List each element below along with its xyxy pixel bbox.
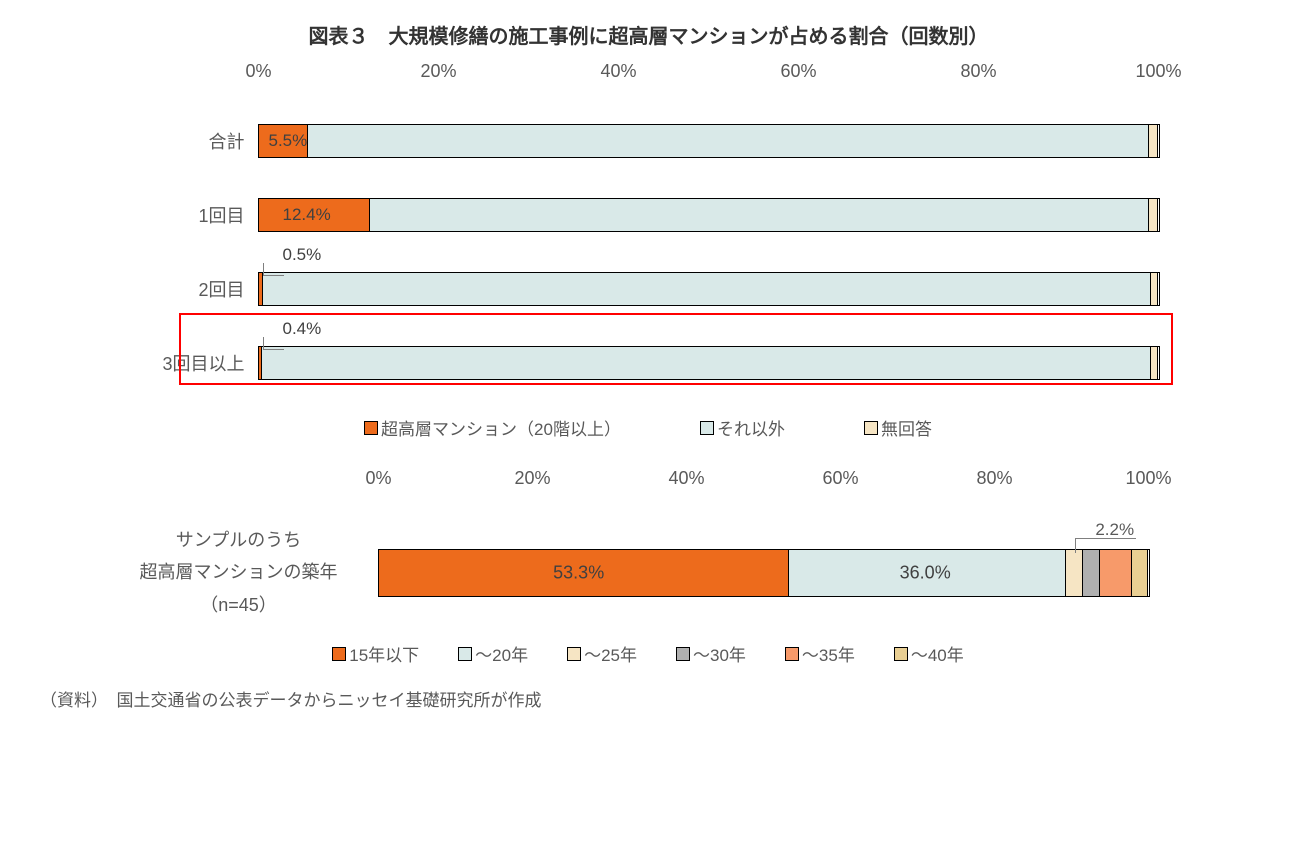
- axis-tick: 40%: [600, 61, 636, 82]
- legend-swatch: [786, 648, 798, 660]
- legend-swatch: [568, 648, 580, 660]
- legend-swatch: [459, 648, 471, 660]
- axis-tick: 40%: [668, 468, 704, 489]
- legend-item: 無回答: [865, 415, 932, 440]
- bar-value-label: 53.3%: [553, 562, 604, 583]
- legend-item: ～25年: [568, 641, 637, 666]
- chart1-legend: 超高層マンション（20階以上） それ以外 無回答: [40, 415, 1257, 440]
- row-label: 1回目: [119, 202, 259, 228]
- legend-item: 15年以下: [333, 641, 419, 666]
- legend-swatch: [333, 648, 345, 660]
- chart1-row: 2回目0.5%: [119, 267, 1179, 311]
- bar-value-label: 0.4%: [283, 319, 322, 339]
- leader-line: [1075, 538, 1136, 553]
- chart2: 0% 20% 40% 60% 80% 100% サンプルのうち超高層マンションの築年（n=…: [99, 468, 1199, 621]
- chart2-bar: 53.3%36.0%2.2%: [379, 550, 1149, 596]
- bar-segment: [263, 273, 1151, 305]
- chart1-x-axis: 0%20%40%60%80%100%: [259, 61, 1159, 89]
- axis-tick: 60%: [822, 468, 858, 489]
- chart1-row: 1回目 12.4%: [119, 193, 1179, 237]
- chart2-row-label: サンプルのうち超高層マンションの築年（n=45）: [99, 524, 379, 621]
- chart2-legend: 15年以下 ～20年 ～25年 ～30年 ～35年 ～40年: [40, 641, 1257, 666]
- axis-tick: 20%: [420, 61, 456, 82]
- legend-item: ～30年: [677, 641, 746, 666]
- bar-value-label: 2.2%: [1095, 520, 1134, 540]
- legend-label: 超高層マンション（20階以上）: [381, 415, 621, 440]
- legend-label: ～35年: [802, 641, 855, 666]
- legend-label: ～40年: [911, 641, 964, 666]
- legend-label: 15年以下: [349, 641, 419, 666]
- axis-tick: 0%: [245, 61, 271, 82]
- bar-value-label: 36.0%: [900, 562, 951, 583]
- source-note: （資料） 国土交通省の公表データからニッセイ基礎研究所が作成: [40, 686, 1257, 711]
- axis-tick: 0%: [365, 468, 391, 489]
- axis-tick: 80%: [960, 61, 996, 82]
- bar-segment: [308, 125, 1149, 157]
- legend-swatch: [365, 422, 377, 434]
- stacked-bar: 0.4%: [259, 347, 1159, 379]
- legend-label: それ以外: [717, 415, 785, 440]
- bar-value-label: 0.5%: [283, 245, 322, 265]
- bar-segment: [1149, 199, 1159, 231]
- bar-segment: [1151, 347, 1158, 379]
- bar-segment: [1149, 125, 1159, 157]
- legend-label: ～30年: [693, 641, 746, 666]
- legend-item: ～40年: [895, 641, 964, 666]
- bar-segment: [370, 199, 1149, 231]
- axis-tick: 100%: [1125, 468, 1171, 489]
- axis-tick: 20%: [514, 468, 550, 489]
- bar-segment: [1083, 550, 1100, 596]
- axis-tick: 100%: [1135, 61, 1181, 82]
- axis-tick: 80%: [976, 468, 1012, 489]
- legend-swatch: [677, 648, 689, 660]
- bar-value-label: 5.5%: [269, 131, 308, 151]
- stacked-bar: 5.5%: [259, 125, 1159, 157]
- bar-segment: [1132, 550, 1149, 596]
- stacked-bar: 12.4%: [259, 199, 1159, 231]
- row-label: 3回目以上: [119, 350, 259, 376]
- legend-item: それ以外: [701, 415, 785, 440]
- axis-tick: 60%: [780, 61, 816, 82]
- bar-segment: [1066, 550, 1083, 596]
- bar-value-label: 12.4%: [283, 205, 331, 225]
- leader-line: [263, 263, 284, 276]
- legend-item: 超高層マンション（20階以上）: [365, 415, 621, 440]
- legend-swatch: [701, 422, 713, 434]
- legend-item: ～35年: [786, 641, 855, 666]
- row-label: 合計: [119, 128, 259, 154]
- row-label: 2回目: [119, 276, 259, 302]
- legend-item: ～20年: [459, 641, 528, 666]
- bar-segment: [1151, 273, 1158, 305]
- stacked-bar: 0.5%: [259, 273, 1159, 305]
- legend-swatch: [895, 648, 907, 660]
- chart1-row: 合計 5.5%: [119, 119, 1179, 163]
- chart1-row: 3回目以上0.4%: [119, 341, 1179, 385]
- legend-label: ～20年: [475, 641, 528, 666]
- legend-label: 無回答: [881, 415, 932, 440]
- legend-swatch: [865, 422, 877, 434]
- chart2-x-axis: 0%20%40%60%80%100%: [379, 468, 1149, 494]
- legend-label: ～25年: [584, 641, 637, 666]
- chart1: 0%20%40%60%80%100% 合計5.5%1回目12.4%2回目0.5%…: [119, 61, 1179, 385]
- bar-segment: [1100, 550, 1132, 596]
- chart-title: 図表３ 大規模修繕の施工事例に超高層マンションが占める割合（回数別）: [40, 20, 1257, 49]
- leader-line: [263, 337, 284, 350]
- bar-segment: [262, 347, 1151, 379]
